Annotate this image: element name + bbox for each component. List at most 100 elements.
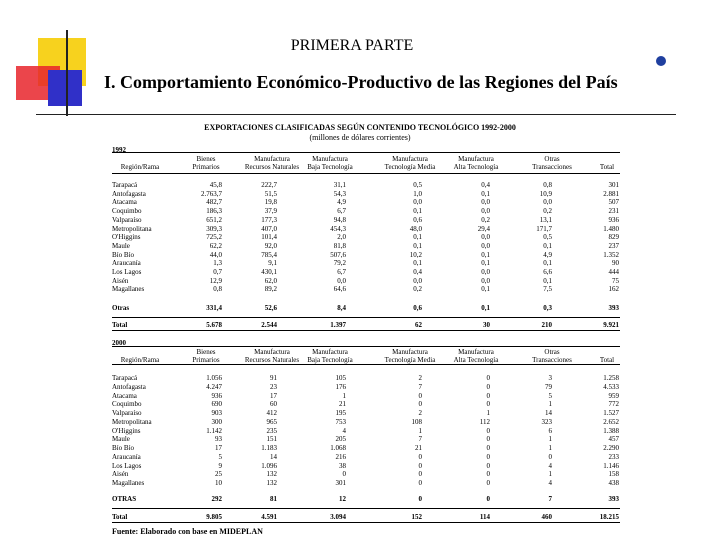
row-cell: 186,3 [206, 207, 222, 216]
total-row-cell: 4.591 [261, 513, 277, 521]
row-cell: 0 [486, 479, 491, 487]
row-label: Atacama [112, 198, 137, 207]
row-cell: 60 [270, 400, 277, 409]
row-cell: 195 [335, 409, 347, 417]
row-cell: 1.480 [603, 224, 619, 233]
column-header: Bienes [196, 348, 216, 356]
row-cell: 4 [548, 461, 553, 470]
row-cell: 101,4 [261, 233, 277, 242]
row-label: Atacama [112, 391, 137, 400]
row-label: Bío Bío [112, 444, 134, 452]
row-cell: 171,7 [536, 224, 552, 233]
row-cell: 0 [486, 400, 491, 409]
row-cell: 959 [608, 391, 620, 400]
row-label: O'Higgins [112, 426, 141, 435]
row-label: Metropolitana [112, 417, 152, 426]
total-row-cell: 114 [479, 513, 490, 521]
row-cell: 1.056 [206, 374, 222, 382]
row-cell: 903 [211, 409, 223, 417]
rule [112, 508, 620, 509]
row-cell: 753 [335, 417, 347, 426]
row-cell: 965 [266, 417, 278, 426]
row-cell: 10 [215, 479, 222, 487]
row-cell: 1.527 [603, 409, 619, 417]
row-cell: 222,7 [261, 181, 277, 189]
row-cell: 0,0 [481, 233, 490, 242]
row-cell: 0 [486, 382, 491, 391]
total-row-cell: 30 [483, 321, 490, 329]
row-cell: 233 [608, 452, 620, 461]
row-cell: 690 [211, 400, 223, 409]
row-cell: 17 [215, 444, 222, 452]
row-cell: 12,9 [209, 276, 222, 285]
row-cell: 323 [541, 417, 553, 426]
row-cell: 21 [339, 400, 346, 409]
row-cell: 507 [608, 198, 620, 207]
column-header: Baja Tecnología [307, 163, 353, 171]
row-cell: 0,8 [543, 181, 552, 189]
row-cell: 1 [418, 426, 423, 435]
row-cell: 10,9 [539, 189, 552, 198]
row-cell: 4.247 [206, 382, 222, 391]
row-cell: 2,0 [337, 233, 346, 242]
row-cell: 0 [486, 391, 491, 400]
row-cell: 37,9 [264, 207, 277, 216]
others-row-cell: 12 [339, 495, 346, 503]
row-cell: 48,0 [409, 224, 422, 233]
row-cell: 4 [342, 426, 347, 435]
row-cell: 0,0 [481, 198, 490, 207]
row-cell: 23 [270, 382, 277, 391]
row-cell: 0,4 [481, 181, 490, 189]
year-label: 1992 [112, 146, 126, 154]
column-header: Alta Tecnología [453, 163, 499, 171]
row-cell: 2.881 [603, 189, 619, 198]
row-cell: 0 [418, 479, 423, 487]
row-cell: 0,1 [543, 259, 552, 268]
row-cell: 4,9 [543, 250, 552, 259]
row-cell: 1,3 [213, 259, 222, 268]
others-row-cell: 52,6 [264, 304, 277, 312]
row-cell: 0 [418, 400, 423, 409]
row-label: Coquimbo [112, 400, 142, 409]
row-cell: 0,1 [413, 259, 422, 268]
row-label: Maule [112, 241, 130, 250]
others-row-cell: 81 [270, 495, 277, 503]
row-cell: 0,0 [543, 198, 552, 207]
row-cell: 0,1 [413, 233, 422, 242]
row-cell: 785,4 [261, 250, 277, 259]
row-cell: 29,4 [477, 224, 490, 233]
others-row-label: Otras [112, 304, 130, 312]
row-cell: 45,8 [209, 181, 222, 189]
row-label: Antofagasta [112, 382, 146, 391]
row-cell: 300 [211, 417, 223, 426]
row-cell: 75 [612, 276, 619, 285]
column-header: Otras [544, 348, 560, 356]
row-cell: 0 [418, 452, 423, 461]
column-header: Recursos Naturales [244, 356, 300, 364]
total-row-cell: 62 [415, 321, 422, 329]
row-cell: 0,0 [413, 276, 422, 285]
row-cell: 0,7 [213, 268, 222, 276]
row-cell: 79,2 [333, 259, 346, 268]
row-cell: 14 [270, 452, 277, 461]
row-cell: 651,2 [206, 215, 222, 224]
row-cell: 64,6 [333, 285, 346, 294]
row-cell: 301 [608, 181, 620, 189]
column-header: Total [599, 356, 615, 364]
column-header: Otras [544, 155, 560, 163]
row-cell: 0,6 [413, 215, 422, 224]
row-label: Coquimbo [112, 207, 142, 216]
total-row-cell: 152 [411, 513, 423, 521]
row-cell: 0,0 [481, 241, 490, 250]
row-cell: 482,7 [206, 198, 222, 207]
row-cell: 444 [608, 268, 620, 276]
others-row-cell: 0,3 [543, 304, 552, 312]
column-header: Tecnología Media [384, 163, 436, 171]
others-row-cell: 0,1 [481, 304, 490, 312]
row-cell: 132 [266, 479, 278, 487]
footer: Fuente: Elaborado con base en MIDEPLAN [112, 527, 263, 536]
row-label: Araucanía [112, 452, 141, 461]
row-cell: 2.652 [603, 417, 619, 426]
rule [112, 364, 620, 365]
row-cell: 19,8 [264, 198, 277, 207]
